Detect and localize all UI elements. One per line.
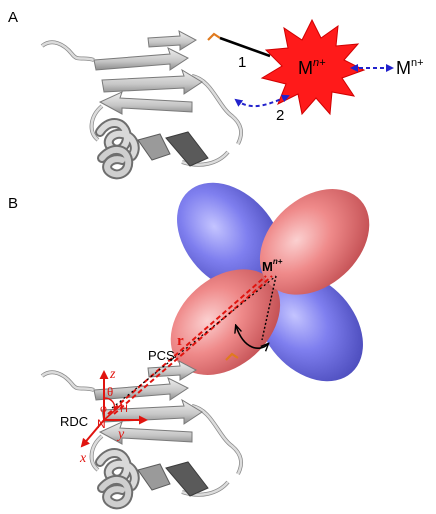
lobe-red-bottom (259, 189, 370, 295)
surface-interaction-arrow (234, 94, 290, 108)
tag-linker-b (225, 352, 239, 361)
lobe-blue-right (257, 271, 363, 382)
panel-b-label: B (8, 195, 18, 212)
pcs-dotted-line (111, 275, 277, 409)
theta-label: θ (107, 384, 113, 399)
metal-a-label: Mn+ (298, 57, 326, 78)
tensor-axis-dotted (261, 275, 277, 341)
interaction-1-label: 1 (238, 54, 246, 71)
nucleus-n-label: N (97, 417, 106, 431)
protein-b (42, 361, 241, 504)
axis-x-arrow (80, 419, 105, 448)
theta-arc (103, 397, 116, 411)
rdc-label: RDC (60, 414, 88, 429)
r-vector-second (113, 275, 273, 415)
angle-arc (236, 326, 268, 348)
interaction-2-label: 2 (276, 107, 284, 124)
tag-bond-line (219, 36, 271, 58)
r-label: r (177, 333, 184, 349)
pcs-label: PCS (148, 348, 175, 363)
nucleus-h-label: H (120, 403, 128, 415)
panel-a-label: A (8, 9, 18, 26)
tag-linker-a (207, 32, 221, 41)
axis-y-label: y (116, 427, 125, 442)
phi-label: φ (100, 401, 107, 415)
axis-x-label: x (79, 451, 87, 466)
metal-b-label: Mn+ (262, 257, 283, 274)
free-metal-label: Mn+ (396, 57, 424, 78)
r-vector (107, 275, 267, 415)
axis-z-label: z (109, 367, 116, 382)
pcs-tensor-lobes (170, 182, 370, 382)
lobe-blue-left (177, 182, 283, 293)
protein-a (42, 31, 241, 174)
nh-bond-vector (103, 403, 123, 421)
